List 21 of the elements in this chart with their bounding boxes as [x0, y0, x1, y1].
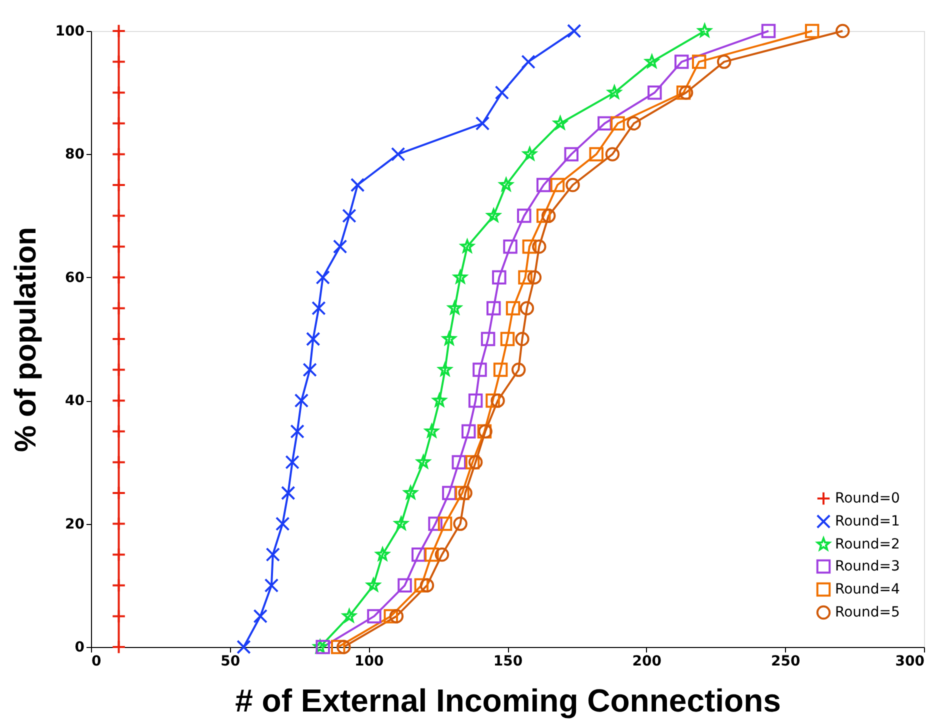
legend-label: Round=5	[835, 604, 900, 620]
x-tick-label: 50	[220, 654, 240, 670]
x-axis-title: # of External Incoming Connections	[235, 682, 781, 718]
y-tick-label: 40	[65, 393, 85, 410]
y-tick-label: 80	[65, 146, 85, 163]
y-axis-title: % of population	[9, 227, 42, 452]
x-tick-label: 150	[493, 654, 523, 670]
legend-label: Round=1	[835, 514, 900, 530]
y-tick-label: 0	[74, 640, 85, 656]
legend-label: Round=4	[835, 582, 900, 598]
y-tick-label: 60	[65, 270, 85, 286]
y-tick-label: 20	[65, 516, 85, 532]
legend-label: Round=2	[835, 536, 900, 552]
x-tick-label: 100	[354, 654, 384, 670]
y-tick-label: 100	[55, 24, 85, 40]
legend-label: Round=0	[835, 490, 900, 506]
x-tick-label: 300	[895, 654, 925, 670]
legend-label: Round=3	[835, 558, 900, 574]
x-tick-label: 0	[92, 654, 102, 670]
x-tick-label: 200	[632, 654, 662, 670]
x-tick-label: 250	[771, 654, 801, 670]
